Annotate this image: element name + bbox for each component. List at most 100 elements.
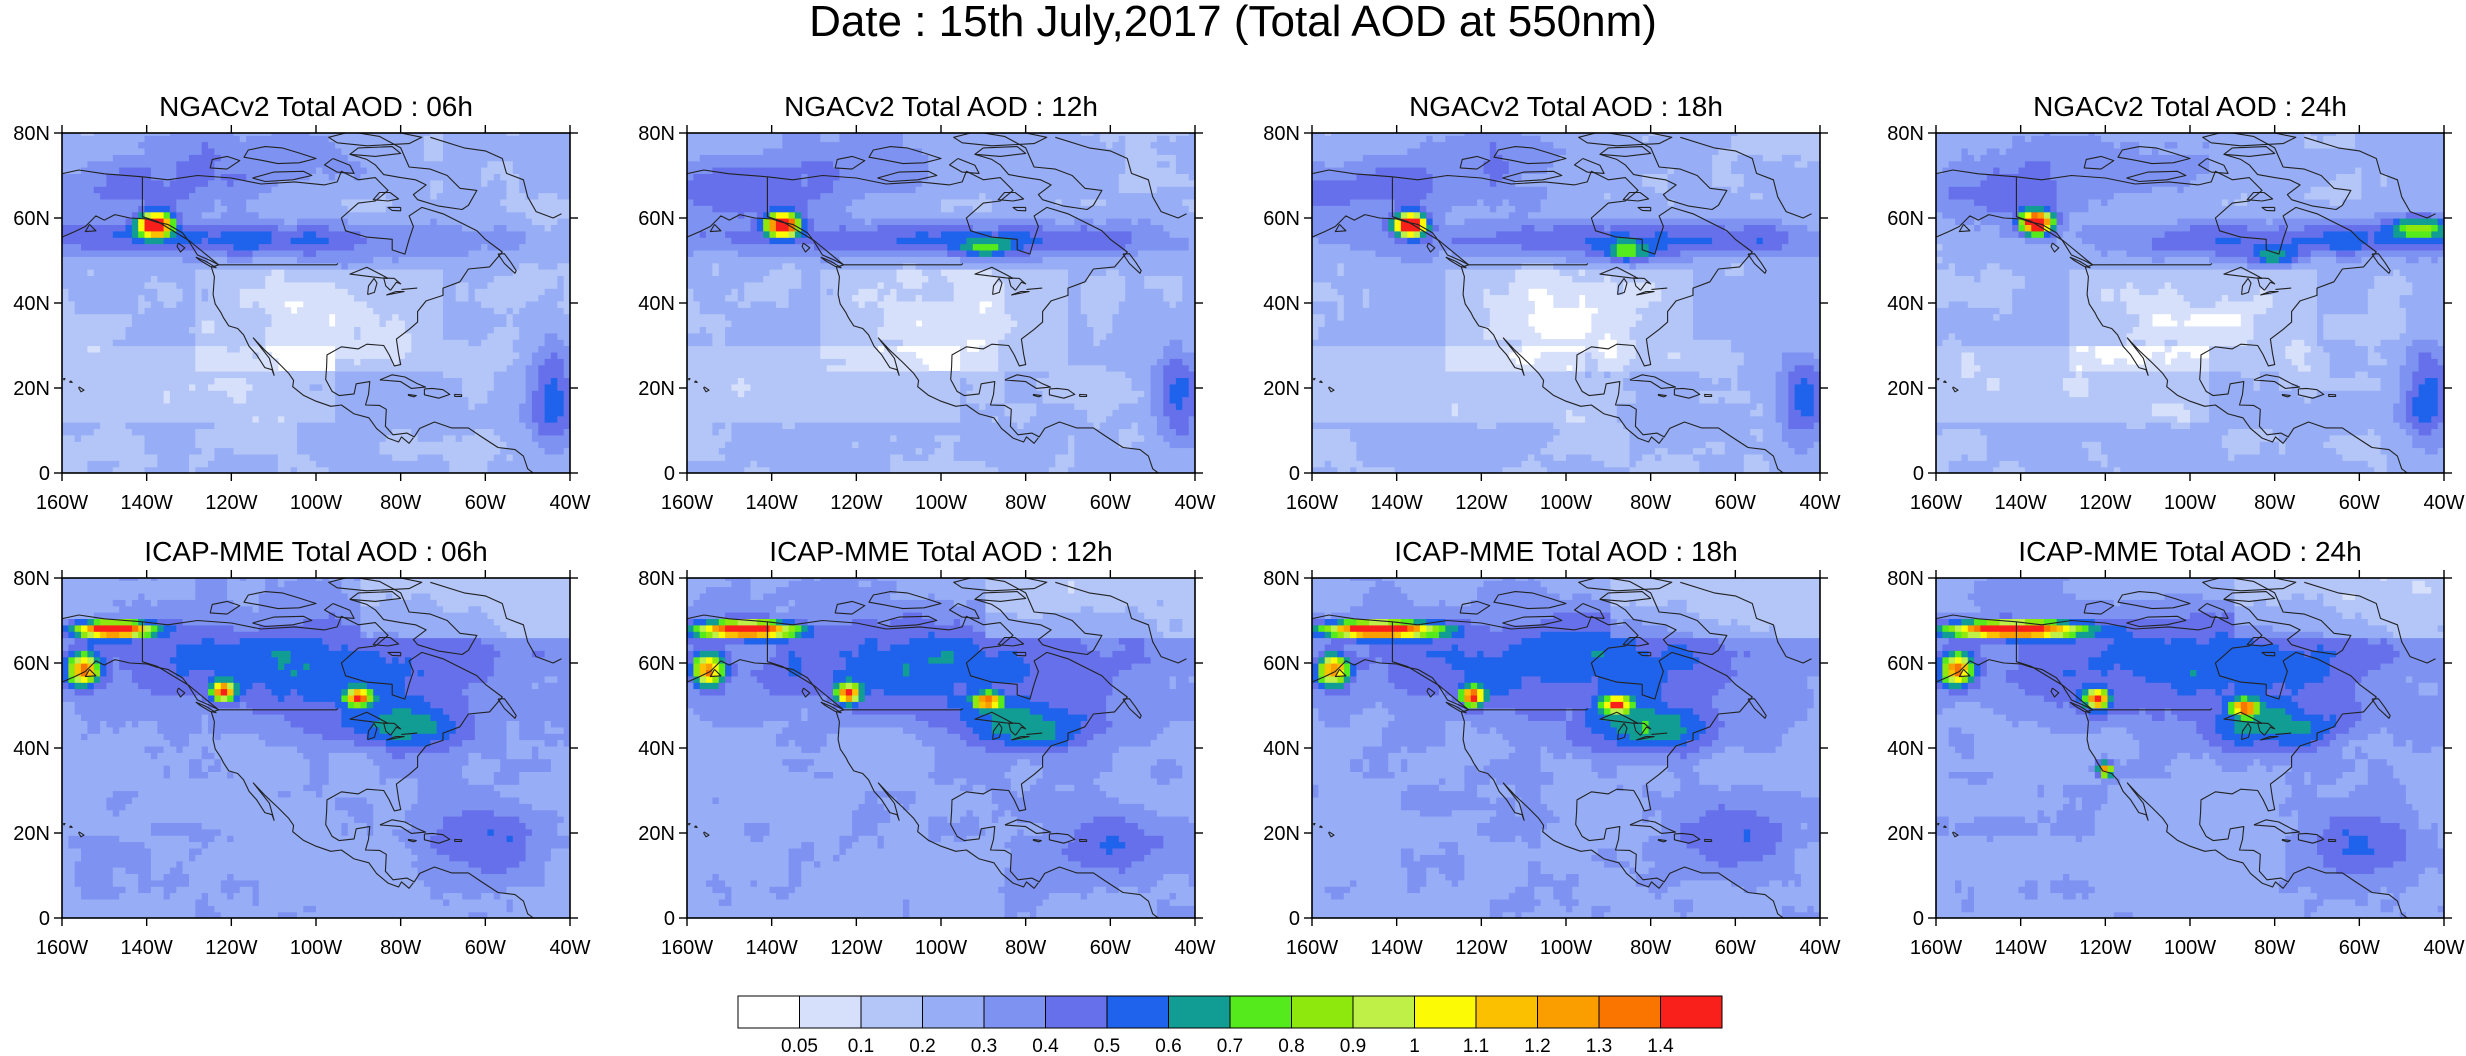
us-canada-border — [2015, 621, 2213, 711]
map-svg: ICAP-MME Total AOD : 06h 160W 140W 120W 100W… — [13, 536, 590, 959]
aod-field — [687, 133, 1195, 473]
map-svg: ICAP-MME Total AOD : 12h 160W 140W 120W 100W… — [638, 536, 1215, 959]
coastlines — [1312, 578, 1812, 918]
x-tick-label: 100W — [915, 937, 967, 959]
x-tick-label: 100W — [915, 492, 967, 514]
x-tick-label: 100W — [2164, 937, 2216, 959]
colorbar-label: 1.2 — [1524, 1036, 1550, 1056]
y-tick-label: 0 — [664, 908, 675, 930]
aod-colorbar: 0.05 0.1 0.2 0.3 0.4 0.5 0.6 0.7 0.8 0.9 1 1.1 1.2 1.… — [737, 995, 1728, 1056]
y-tick-label: 40N — [13, 738, 50, 760]
x-tick-label: 120W — [205, 492, 257, 514]
x-tick-label: 80W — [1630, 937, 1671, 959]
x-tick-label: 140W — [1371, 492, 1423, 514]
y-tick-label: 60N — [1887, 653, 1924, 675]
colorbar-label: 0.3 — [971, 1036, 997, 1056]
y-tick-label: 40N — [1887, 738, 1924, 760]
y-tick-label: 20N — [638, 378, 675, 400]
colorbar-swatch — [1106, 995, 1169, 1029]
coastlines — [62, 578, 562, 918]
y-tick-label: 0 — [1913, 463, 1924, 485]
colorbar-label: 0.05 — [781, 1036, 818, 1056]
panel-title: ICAP-MME Total AOD : 06h — [144, 536, 487, 567]
colorbar-label: 0.2 — [909, 1036, 935, 1056]
x-tick-label: 140W — [1995, 937, 2047, 959]
y-tick-label: 40N — [638, 293, 675, 315]
aod-field — [1312, 133, 1820, 473]
x-tick-label: 120W — [1455, 937, 1507, 959]
colorbar-swatch — [983, 995, 1046, 1029]
x-tick-label: 80W — [1005, 937, 1046, 959]
x-tick-label: 160W — [36, 492, 88, 514]
map-svg: NGACv2 Total AOD : 24h 160W 140W 120W 100W 80… — [1887, 91, 2464, 514]
x-tick-label: 40W — [549, 937, 590, 959]
map-svg: NGACv2 Total AOD : 12h 160W 140W 120W 100W 80… — [638, 91, 1215, 514]
colorbar-label: 0.7 — [1217, 1036, 1243, 1056]
x-tick-label: 100W — [290, 937, 342, 959]
us-canada-border — [141, 621, 339, 711]
y-tick-label: 80N — [638, 568, 675, 590]
panel-title: ICAP-MME Total AOD : 18h — [1394, 536, 1737, 567]
us-canada-border — [766, 621, 964, 711]
y-tick-label: 0 — [664, 463, 675, 485]
colorbar-swatch — [1598, 995, 1661, 1029]
y-tick-label: 80N — [1263, 123, 1300, 145]
x-tick-label: 100W — [2164, 492, 2216, 514]
x-tick-label: 140W — [746, 937, 798, 959]
y-tick-label: 40N — [1263, 738, 1300, 760]
coastlines — [687, 578, 1187, 918]
x-tick-label: 100W — [290, 492, 342, 514]
map-panel-icap-12h: ICAP-MME Total AOD : 12h 160W 140W 120W 100W… — [638, 505, 1265, 959]
y-tick-label: 0 — [1913, 908, 1924, 930]
colorbar-label: 0.5 — [1094, 1036, 1120, 1056]
y-tick-label: 0 — [39, 463, 50, 485]
x-tick-label: 120W — [2079, 492, 2131, 514]
y-tick-label: 80N — [1263, 568, 1300, 590]
colorbar-swatch — [922, 995, 985, 1029]
map-svg: ICAP-MME Total AOD : 24h 160W 140W 120W 100W… — [1887, 536, 2464, 959]
x-tick-label: 40W — [1174, 937, 1215, 959]
coastlines — [1936, 578, 2436, 918]
x-tick-label: 80W — [380, 937, 421, 959]
x-tick-label: 160W — [1910, 492, 1962, 514]
x-tick-label: 80W — [380, 492, 421, 514]
panel-title: ICAP-MME Total AOD : 24h — [2018, 536, 2361, 567]
x-tick-label: 40W — [1174, 492, 1215, 514]
x-tick-label: 160W — [661, 937, 713, 959]
x-tick-label: 120W — [2079, 937, 2131, 959]
y-tick-label: 20N — [13, 823, 50, 845]
y-tick-label: 80N — [13, 123, 50, 145]
colorbar-swatch — [799, 995, 862, 1029]
map-panel-ngac-06h: NGACv2 Total AOD : 06h 160W 140W 120W 100W 80… — [13, 60, 640, 514]
us-canada-border — [1391, 176, 1589, 266]
x-tick-label: 100W — [1540, 937, 1592, 959]
x-tick-label: 160W — [1910, 937, 1962, 959]
x-tick-label: 140W — [1371, 937, 1423, 959]
colorbar-label: 0.8 — [1278, 1036, 1304, 1056]
colorbar-swatch — [1475, 995, 1538, 1029]
panel-title: ICAP-MME Total AOD : 12h — [769, 536, 1112, 567]
x-tick-label: 140W — [121, 492, 173, 514]
panel-title: NGACv2 Total AOD : 12h — [784, 91, 1098, 122]
y-tick-label: 80N — [13, 568, 50, 590]
colorbar-label: 1.1 — [1463, 1036, 1489, 1056]
colorbar-swatch — [1660, 995, 1723, 1029]
x-tick-label: 140W — [121, 937, 173, 959]
map-panel-icap-18h: ICAP-MME Total AOD : 18h 160W 140W 120W 100W… — [1263, 505, 1890, 959]
y-tick-label: 60N — [1263, 653, 1300, 675]
x-tick-label: 60W — [1715, 937, 1756, 959]
colorbar-swatch — [1537, 995, 1600, 1029]
colorbar-swatch — [860, 995, 923, 1029]
y-tick-label: 20N — [1887, 378, 1924, 400]
y-tick-label: 40N — [638, 738, 675, 760]
colorbar-swatch — [1229, 995, 1292, 1029]
colorbar-swatch — [1291, 995, 1354, 1029]
y-tick-label: 40N — [13, 293, 50, 315]
x-tick-label: 60W — [1090, 937, 1131, 959]
figure-title: Date : 15th July,2017 (Total AOD at 550n… — [809, 0, 1657, 46]
y-tick-label: 20N — [1263, 823, 1300, 845]
x-tick-label: 40W — [2423, 937, 2464, 959]
x-tick-label: 60W — [465, 937, 506, 959]
aod-field — [62, 133, 570, 473]
aod-field — [687, 578, 1195, 918]
